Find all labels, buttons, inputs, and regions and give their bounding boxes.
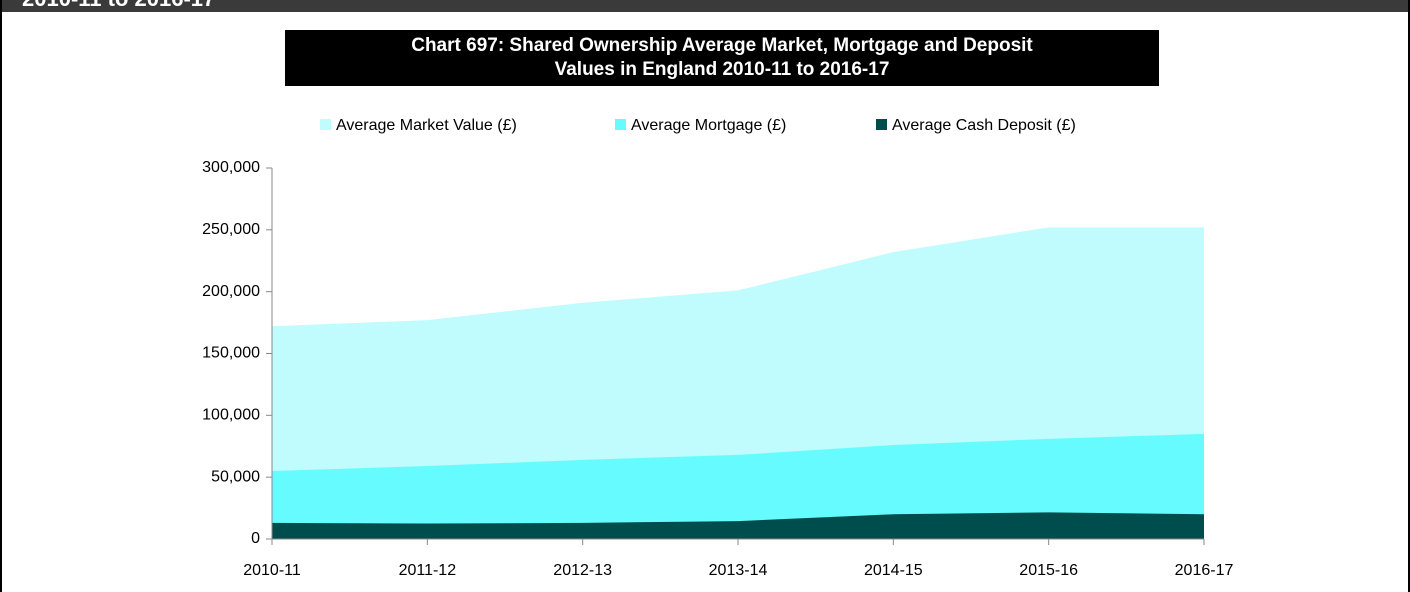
- legend-label: Average Cash Deposit (£): [892, 117, 1076, 134]
- chart-title: Chart 697: Shared Ownership Average Mark…: [411, 35, 1033, 56]
- chart-title: Values in England 2010-11 to 2016-17: [555, 59, 890, 80]
- x-tick-label: 2011-12: [399, 562, 457, 579]
- y-tick-label: 300,000: [202, 159, 260, 176]
- x-tick-label: 2010-11: [243, 562, 301, 579]
- y-tick-label: 50,000: [211, 468, 260, 485]
- x-tick-label: 2015-16: [1019, 562, 1078, 579]
- x-tick-label: 2012-13: [553, 562, 612, 579]
- x-tick-label: 2014-15: [864, 562, 923, 579]
- x-tick-label: 2013-14: [709, 562, 768, 579]
- y-tick-label: 250,000: [202, 221, 260, 238]
- y-tick-label: 200,000: [202, 283, 260, 300]
- y-tick-label: 100,000: [202, 407, 260, 424]
- header-title: 2010-11 to 2016-17: [22, 0, 215, 10]
- legend-swatch: [876, 119, 887, 130]
- legend-label: Average Market Value (£): [336, 117, 517, 134]
- header-bar: 2010-11 to 2016-17: [2, 0, 1408, 12]
- area: [272, 433, 1204, 539]
- area: [272, 512, 1204, 539]
- x-tick-label: 2016-17: [1175, 562, 1234, 579]
- legend-label: Average Mortgage (£): [631, 117, 786, 134]
- legend-swatch: [320, 119, 331, 130]
- legend-swatch: [615, 119, 626, 130]
- title-box: [285, 30, 1159, 86]
- y-tick-label: 0: [251, 530, 260, 547]
- y-tick-label: 150,000: [202, 345, 260, 362]
